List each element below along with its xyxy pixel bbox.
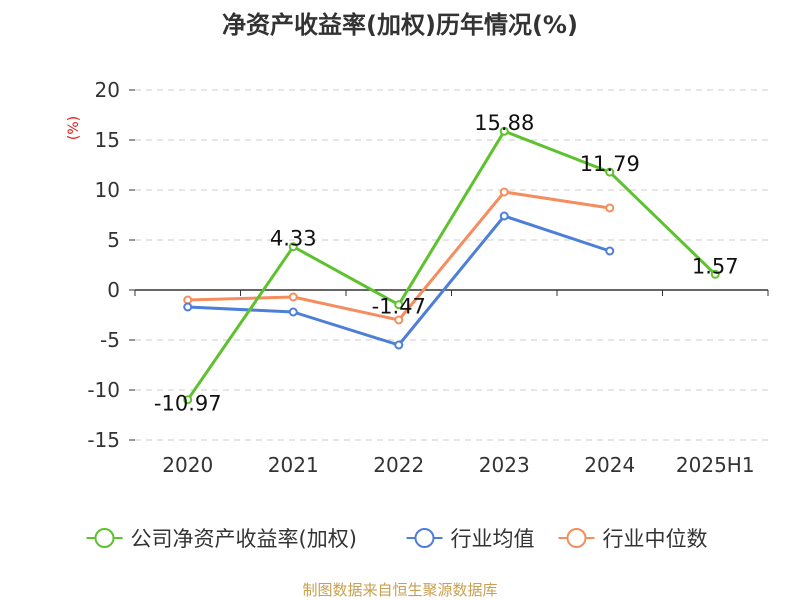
series-line xyxy=(186,129,717,401)
legend-marker xyxy=(566,528,587,548)
data-label: -1.47 xyxy=(372,295,426,319)
data-label: 11.79 xyxy=(580,152,640,176)
y-tick-label: -5 xyxy=(100,328,120,352)
series-lines xyxy=(183,126,720,405)
data-point xyxy=(288,307,298,317)
data-point xyxy=(183,302,193,312)
data-point xyxy=(394,300,404,310)
x-tick-label: 2021 xyxy=(268,453,319,477)
y-tick-label: 15 xyxy=(95,128,120,152)
data-label: -10.97 xyxy=(154,392,222,416)
data-point xyxy=(394,340,404,350)
data-point xyxy=(499,187,509,197)
data-label: 4.33 xyxy=(270,227,317,251)
data-point xyxy=(288,292,298,302)
x-axis-tick-labels: 2020 2021 2022 2023 2024 2025H1 xyxy=(162,453,754,477)
data-labels: -10.97 4.33 -1.47 15.88 11.79 1.57 xyxy=(154,111,739,416)
x-tick-label: 2024 xyxy=(584,453,635,477)
source-note: 制图数据来自恒生聚源数据库 xyxy=(302,581,497,599)
y-tick-label: 5 xyxy=(107,228,120,252)
legend-label: 公司净资产收益率(加权) xyxy=(131,527,357,551)
legend: 公司净资产收益率(加权) 行业均值 行业中位数 xyxy=(86,527,708,551)
legend-marker xyxy=(414,528,435,548)
x-tick-label: 2023 xyxy=(479,453,530,477)
y-tick-label: -10 xyxy=(87,378,120,402)
y-axis-tick-labels: 20 15 10 5 0 -5 -10 -15 xyxy=(87,78,120,452)
legend-marker xyxy=(94,528,115,548)
y-tick-label: 0 xyxy=(107,278,120,302)
legend-label: 行业均值 xyxy=(451,527,535,551)
series-line xyxy=(187,214,611,347)
y-tick-label: 20 xyxy=(95,78,120,102)
legend-label: 行业中位数 xyxy=(603,527,708,551)
y-axis-unit-label: (%) xyxy=(66,116,82,140)
data-point xyxy=(499,126,509,136)
x-tick-label: 2025H1 xyxy=(676,453,755,477)
data-point xyxy=(605,246,615,256)
data-point xyxy=(288,242,298,252)
x-tick-label: 2022 xyxy=(373,453,424,477)
chart-title: 净资产收益率(加权)历年情况(%) xyxy=(222,11,578,39)
data-point xyxy=(183,295,193,305)
data-label: 15.88 xyxy=(474,111,534,135)
x-tick-label: 2020 xyxy=(162,453,213,477)
y-tick-label: -15 xyxy=(87,428,120,452)
x-axis xyxy=(134,289,769,296)
data-point xyxy=(605,203,615,213)
data-point xyxy=(710,269,720,279)
data-label: 1.57 xyxy=(692,254,739,278)
data-point xyxy=(499,211,509,221)
data-point xyxy=(394,315,404,325)
data-point xyxy=(183,395,193,405)
grid-lines xyxy=(129,89,768,441)
data-point xyxy=(605,167,615,177)
y-tick-label: 10 xyxy=(95,178,120,202)
